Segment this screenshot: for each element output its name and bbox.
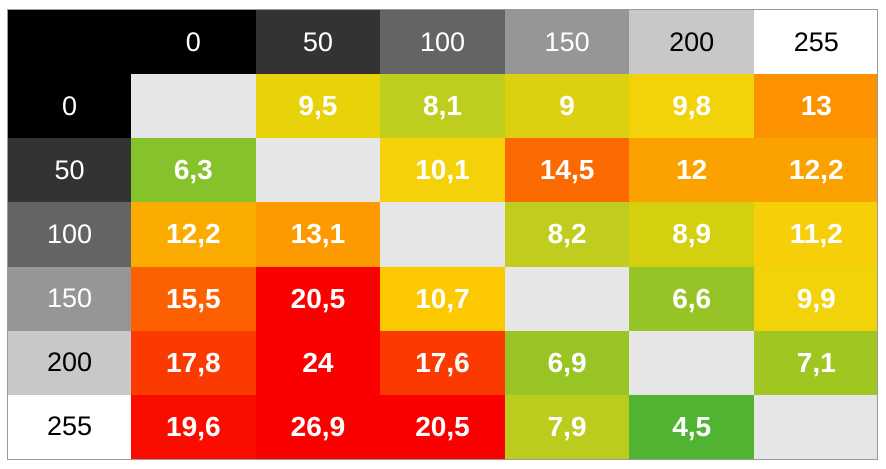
heatmap-cell-r2-c4: 8,9: [629, 202, 754, 267]
row-header-50: 50: [8, 138, 131, 203]
heatmap-cell-r0-c3: 9: [504, 74, 630, 139]
heatmap-cell-r1-c1: [255, 138, 381, 203]
heatmap-cell-r2-c0: 12,2: [131, 202, 256, 267]
heatmap-cell-r4-c2: 17,6: [380, 330, 505, 395]
heatmap-cell-r1-c5: 12,2: [753, 138, 877, 203]
row-header-255: 255: [8, 394, 131, 459]
heatmap-cell-r2-c5: 11,2: [753, 202, 877, 267]
corner-cell: [8, 10, 131, 75]
column-header-150: 150: [504, 10, 630, 75]
row-header-150: 150: [8, 266, 131, 331]
column-header-255: 255: [753, 10, 877, 75]
column-header-0: 0: [131, 10, 256, 75]
heatmap-cell-r4-c3: 6,9: [504, 330, 630, 395]
heatmap-cell-r4-c1: 24: [255, 330, 381, 395]
heatmap-cell-r3-c2: 10,7: [380, 266, 505, 331]
heatmap-cell-r3-c1: 20,5: [255, 266, 381, 331]
row-header-100: 100: [8, 202, 131, 267]
column-header-100: 100: [380, 10, 505, 75]
row-header-200: 200: [8, 330, 131, 395]
heatmap-cell-r0-c1: 9,5: [255, 74, 381, 139]
heatmap-cell-r4-c5: 7,1: [753, 330, 877, 395]
heatmap-cell-r3-c4: 6,6: [629, 266, 754, 331]
heatmap-cell-r2-c1: 13,1: [255, 202, 381, 267]
column-header-50: 50: [255, 10, 381, 75]
heatmap-cell-r1-c4: 12: [629, 138, 754, 203]
heatmap-cell-r4-c0: 17,8: [131, 330, 256, 395]
heatmap-cell-r5-c5: [753, 394, 877, 459]
heatmap-cell-r3-c5: 9,9: [753, 266, 877, 331]
heatmap-cell-r4-c4: [629, 330, 754, 395]
heatmap-cell-r1-c2: 10,1: [380, 138, 505, 203]
heatmap-cell-r0-c0: [131, 74, 256, 139]
row-header-0: 0: [8, 74, 131, 139]
heatmap-cell-r5-c3: 7,9: [504, 394, 630, 459]
heatmap-cell-r3-c0: 15,5: [131, 266, 256, 331]
heatmap-grid: 0 50 100 150 200 255 0 9,5 8,1 9 9,8 13 50 6,3 10,1 14,…: [8, 10, 877, 459]
column-header-200: 200: [629, 10, 754, 75]
heatmap-cell-r0-c2: 8,1: [380, 74, 505, 139]
heatmap-cell-r5-c0: 19,6: [131, 394, 256, 459]
heatmap-cell-r5-c4: 4,5: [629, 394, 754, 459]
heatmap-cell-r0-c4: 9,8: [629, 74, 754, 139]
heatmap-cell-r1-c3: 14,5: [504, 138, 630, 203]
heatmap-cell-r2-c2: [380, 202, 505, 267]
heatmap-cell-r1-c0: 6,3: [131, 138, 256, 203]
heatmap-cell-r2-c3: 8,2: [504, 202, 630, 267]
heatmap-cell-r3-c3: [504, 266, 630, 331]
heatmap-cell-r5-c1: 26,9: [255, 394, 381, 459]
heatmap-cell-r5-c2: 20,5: [380, 394, 505, 459]
heatmap-frame: 0 50 100 150 200 255 0 9,5 8,1 9 9,8 13 50 6,3 10,1 14,…: [7, 9, 878, 460]
heatmap-cell-r0-c5: 13: [753, 74, 877, 139]
